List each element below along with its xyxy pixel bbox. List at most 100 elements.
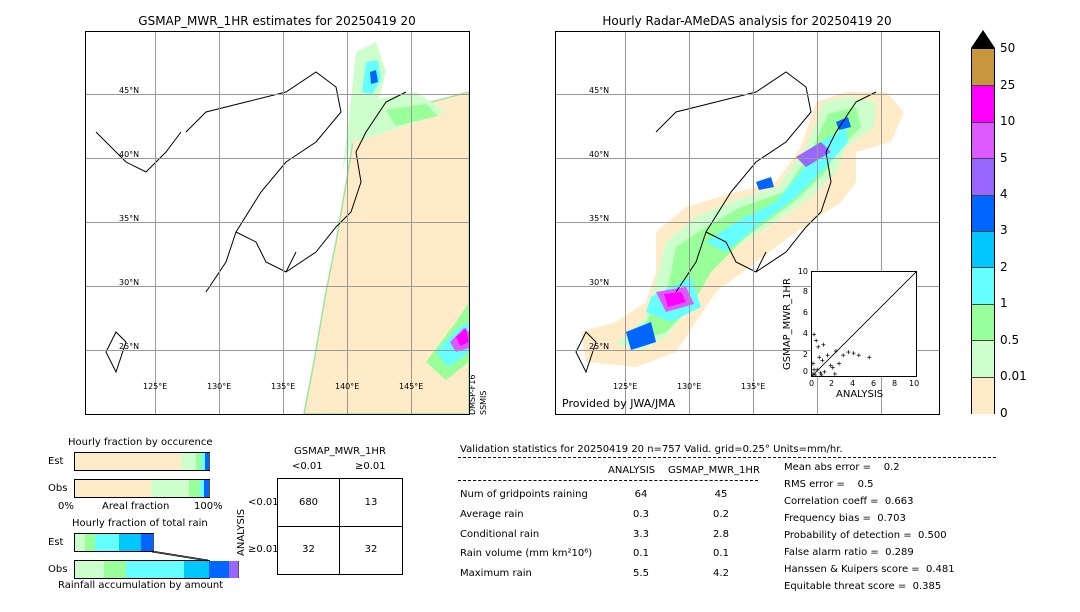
contingency-cell: 680 (298, 497, 319, 508)
scatter-point (867, 355, 872, 360)
scatter-point (846, 350, 851, 355)
bar-segment (204, 453, 210, 470)
occurrence-obs-label: Obs (48, 483, 68, 494)
colorbar-segment (972, 376, 994, 414)
contingency-cell: 13 (364, 497, 378, 508)
validation-row-g: 0.2 (713, 509, 729, 520)
contingency-title: GSMAP_MWR_1HR (294, 446, 386, 457)
scatter-point (812, 367, 817, 372)
total-rain-footer: Rainfall accumulation by amount (58, 580, 224, 591)
validation-row-label: Rain volume (mm km²10⁶) (460, 548, 593, 559)
validation-row-a: 5.5 (633, 568, 649, 579)
scatter-y-ticks: 10 8 6 4 2 0 (796, 267, 808, 379)
bar-segment (75, 453, 182, 470)
scatter-point (812, 371, 816, 376)
occurrence-est-bar (74, 452, 210, 471)
scatter-point (820, 358, 825, 363)
validation-row-a: 0.1 (633, 548, 649, 559)
colorbar-stack (971, 48, 995, 414)
scatter-point (825, 353, 830, 358)
validation-col-analysis: ANALYSIS (608, 465, 656, 476)
left-map: 45°N 40°N 35°N 30°N 25°N 125°E 130°E 135… (85, 31, 470, 415)
sensor-name: SSMIS (479, 390, 488, 416)
left-map-precip (95, 42, 469, 414)
bar-segment (75, 480, 153, 497)
scatter-point (833, 349, 838, 354)
validation-row-g: 45 (714, 489, 728, 500)
contingency-row1: <0.01 (248, 497, 279, 508)
lat-label: 35°N (589, 214, 610, 223)
colorbar-labels: 50 25 10 5 4 3 2 1 0.5 0.01 0 (1000, 41, 1060, 421)
lat-label: 30°N (589, 278, 610, 287)
score: False alarm ratio = 0.289 (784, 547, 914, 558)
colorbar-segment (972, 49, 994, 86)
colorbar-segment (972, 121, 994, 160)
contingency-cell: 32 (364, 544, 378, 555)
scatter-point (814, 338, 819, 343)
validation-col-gsmap: GSMAP_MWR_1HR (668, 465, 760, 476)
scatter-plot (811, 271, 917, 377)
colorbar (971, 30, 995, 414)
validation-row-label: Average rain (460, 509, 524, 520)
lon-label: 125°E (613, 382, 638, 391)
colorbar-label: 0.01 (1000, 369, 1027, 383)
lon-label: 130°E (207, 382, 232, 391)
scatter-point (813, 372, 818, 376)
satellite-name: DMSP-F16 (468, 374, 477, 415)
identity-line (812, 272, 916, 376)
lon-label: 130°E (677, 382, 702, 391)
total-rain-title: Hourly fraction of total rain (72, 518, 208, 529)
total-rain-est-label: Est (48, 537, 64, 548)
scatter-point (851, 351, 856, 356)
colorbar-segment (972, 194, 994, 232)
scatter-tick: 10 (909, 379, 920, 388)
colorbar-segment (972, 303, 994, 342)
validation-row-g: 2.8 (713, 529, 729, 540)
contingency-grid: 680 13 32 32 (277, 478, 403, 575)
occurrence-est-label: Est (48, 456, 64, 467)
scatter-point (841, 353, 846, 358)
colorbar-segment (972, 158, 994, 196)
scatter-point (832, 371, 837, 376)
colorbar-label: 25 (1000, 78, 1016, 92)
scatter-point (816, 344, 821, 349)
scatter-tick: 8 (802, 287, 808, 296)
bar-segment (141, 534, 154, 551)
bar-segment (151, 480, 190, 497)
scatter-point (828, 363, 833, 368)
colorbar-segment (972, 85, 994, 123)
colorbar-label: 5 (1000, 151, 1008, 165)
lon-label: 135°E (271, 382, 296, 391)
colorbar-segment (972, 231, 994, 269)
score: RMS error = 0.5 (784, 479, 874, 490)
colorbar-segment (972, 340, 994, 378)
colorbar-label: 0 (1000, 406, 1008, 420)
lon-label: 145°E (399, 382, 424, 391)
scatter-tick: 10 (797, 267, 808, 276)
scatter-point (817, 355, 822, 360)
validation-row-g: 0.1 (713, 548, 729, 559)
scatter-point (837, 361, 842, 366)
lat-label: 40°N (589, 150, 610, 159)
occurrence-axis-right: 100% (194, 501, 223, 512)
validation-row-a: 3.3 (633, 529, 649, 540)
left-map-title: GSMAP_MWR_1HR estimates for 20250419 20 (138, 14, 416, 28)
colorbar-label: 4 (1000, 187, 1008, 201)
scatter-xlabel: ANALYSIS (836, 389, 884, 400)
lat-label: 25°N (589, 342, 610, 351)
occurrence-obs-bar (74, 479, 210, 498)
occurrence-axis-mid: Areal fraction (102, 501, 170, 512)
sensor-label: SSMIS (479, 391, 488, 416)
bar-segment (104, 561, 127, 578)
scatter-tick: 4 (802, 329, 808, 338)
total-rain-connector (151, 550, 209, 562)
bar-segment (203, 480, 210, 497)
bar-segment (229, 561, 240, 578)
score: Frequency bias = 0.703 (784, 513, 906, 524)
colorbar-segment (972, 267, 994, 305)
lat-label: 45°N (589, 86, 610, 95)
scatter-point (856, 353, 861, 358)
validation-header: Validation statistics for 20250419 20 n=… (460, 444, 843, 455)
total-rain-est-bar (74, 533, 154, 552)
lat-label: 40°N (119, 150, 140, 159)
